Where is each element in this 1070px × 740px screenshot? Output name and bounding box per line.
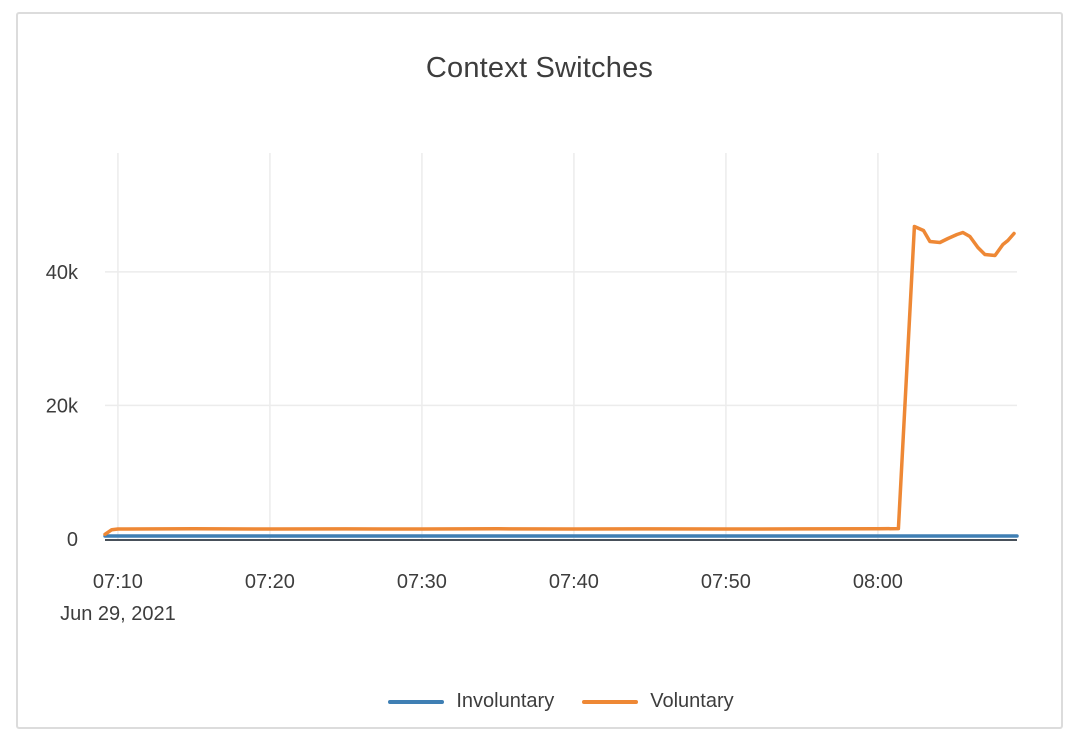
x-axis-date-label: Jun 29, 2021 (60, 603, 176, 625)
legend-label-involuntary: Involuntary (456, 690, 555, 712)
legend-item-involuntary[interactable]: Involuntary (388, 690, 554, 713)
x-tick-label: 07:50 (701, 571, 751, 593)
x-tick-label: 07:10 (93, 571, 143, 593)
involuntary-line-swatch (388, 699, 445, 704)
x-tick-label: 08:00 (853, 571, 903, 593)
x-tick-label: 07:40 (549, 571, 599, 593)
legend-label-voluntary: Voluntary (650, 690, 734, 712)
legend-item-voluntary[interactable]: Voluntary (582, 690, 734, 713)
voluntary-line-swatch (582, 699, 639, 704)
y-tick-label: 40k (46, 262, 79, 284)
x-tick-label: 07:30 (397, 571, 447, 593)
y-tick-label: 20k (46, 395, 79, 417)
chart-title: Context Switches (425, 52, 654, 84)
y-tick-label: 0 (67, 529, 78, 551)
legend: Involuntary Voluntary (105, 690, 1017, 713)
chart-card: Context Switches 07:10 Jun 29, 2021 07:20 0… (16, 12, 1063, 729)
voluntary-line (103, 224, 1016, 537)
x-tick-label: 07:20 (245, 571, 295, 593)
